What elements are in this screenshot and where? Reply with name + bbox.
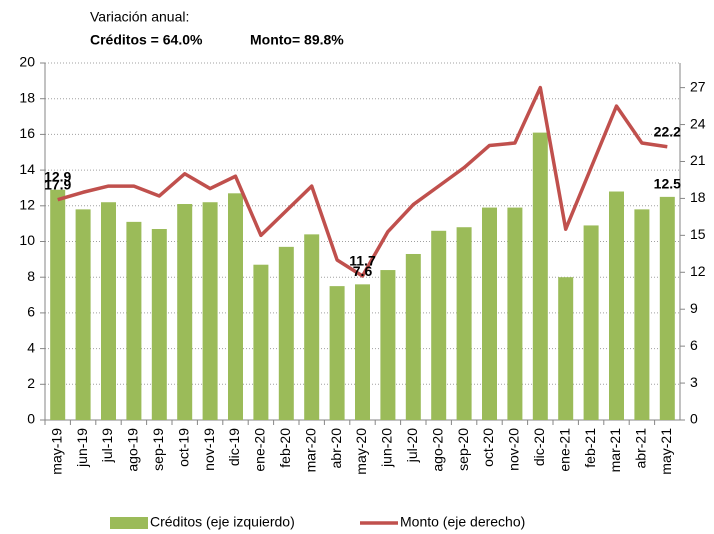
x-tick-label: mar-20: [302, 428, 318, 473]
bar: [609, 191, 624, 420]
x-tick-label: jul-19: [99, 428, 115, 463]
x-tick-label: may-20: [353, 428, 369, 475]
y-tick-label: 16: [19, 125, 35, 141]
bar: [380, 270, 396, 420]
y-tick-label: 10: [19, 232, 35, 248]
bar: [659, 196, 675, 420]
y-tick-label: 8: [27, 268, 35, 284]
bar: [278, 246, 294, 420]
x-tick-label: ago-19: [125, 428, 141, 472]
bar: [558, 277, 574, 420]
y-tick-label: 18: [19, 89, 35, 105]
header-note: Créditos = 64.0%: [90, 32, 203, 48]
line: [57, 85, 668, 278]
data-label: 11.7: [349, 253, 376, 269]
data-label: 12.9: [44, 168, 71, 184]
x-tick-label: jun-19: [74, 428, 90, 468]
bar: [634, 209, 650, 420]
bar: [253, 264, 269, 420]
bar: [101, 202, 116, 420]
y-tick-label: 20: [19, 54, 35, 70]
bar: [75, 209, 91, 420]
bar: [177, 204, 193, 420]
x-tick-label: oct-19: [175, 428, 191, 467]
x-tick-label: abr-21: [633, 428, 649, 469]
x-tick-label: sep-20: [455, 428, 471, 471]
legend-swatch: [110, 517, 148, 529]
x-tick-label: abr-20: [328, 428, 344, 469]
x-tick-label: oct-20: [480, 428, 496, 467]
bar: [50, 189, 66, 420]
y2-tick-label: 3: [690, 374, 698, 390]
x-tick-label: may-21: [658, 428, 674, 475]
bar: [304, 234, 320, 420]
bar: [482, 207, 497, 420]
y2-tick-label: 27: [690, 78, 706, 94]
x-tick-label: nov-20: [506, 428, 522, 471]
y2-tick-label: 21: [690, 152, 706, 168]
header-title: Variación anual:: [90, 9, 189, 25]
bar: [202, 202, 218, 420]
bar: [355, 284, 370, 420]
y-tick-label: 2: [27, 375, 35, 391]
y-tick-label: 12: [19, 197, 35, 213]
data-label: 17.9: [44, 176, 71, 192]
x-tick-label: feb-21: [582, 428, 598, 468]
y2-tick-label: 18: [690, 189, 706, 205]
data-label: 22.2: [654, 123, 681, 139]
y2-tick-label: 9: [690, 300, 698, 316]
y2-tick-label: 0: [690, 411, 698, 427]
y-tick-label: 4: [27, 339, 35, 355]
legend-label: Créditos (eje izquierdo): [150, 514, 295, 530]
bar: [456, 227, 472, 420]
bar: [583, 225, 599, 420]
bar: [329, 286, 345, 420]
x-tick-label: feb-20: [277, 428, 293, 468]
legend-label: Monto (eje derecho): [400, 514, 525, 530]
y-tick-label: 0: [27, 411, 35, 427]
x-tick-label: ago-20: [429, 428, 445, 472]
x-tick-label: nov-19: [201, 428, 217, 471]
x-tick-label: dic-20: [531, 428, 547, 466]
y2-tick-label: 12: [690, 263, 706, 279]
y2-tick-label: 15: [690, 226, 706, 242]
x-tick-label: ene-21: [556, 428, 572, 472]
x-tick-label: jun-20: [379, 428, 395, 468]
bar: [151, 229, 167, 420]
y-tick-label: 6: [27, 304, 35, 320]
x-tick-label: may-19: [48, 428, 64, 475]
y-tick-label: 14: [19, 161, 35, 177]
x-tick-label: dic-19: [226, 428, 242, 466]
data-label: 7.6: [353, 263, 373, 279]
bar: [431, 230, 447, 420]
bar: [126, 221, 142, 420]
bar: [532, 132, 548, 421]
x-tick-label: sep-19: [150, 428, 166, 471]
header-note: Monto= 89.8%: [250, 32, 344, 48]
bar: [228, 193, 243, 420]
bar: [405, 253, 421, 420]
x-tick-label: jul-20: [404, 428, 420, 463]
bar: [507, 207, 523, 420]
x-tick-label: mar-21: [607, 428, 623, 473]
y2-tick-label: 24: [690, 115, 706, 131]
data-label: 12.5: [654, 176, 681, 192]
x-tick-label: ene-20: [252, 428, 268, 472]
y2-tick-label: 6: [690, 337, 698, 353]
